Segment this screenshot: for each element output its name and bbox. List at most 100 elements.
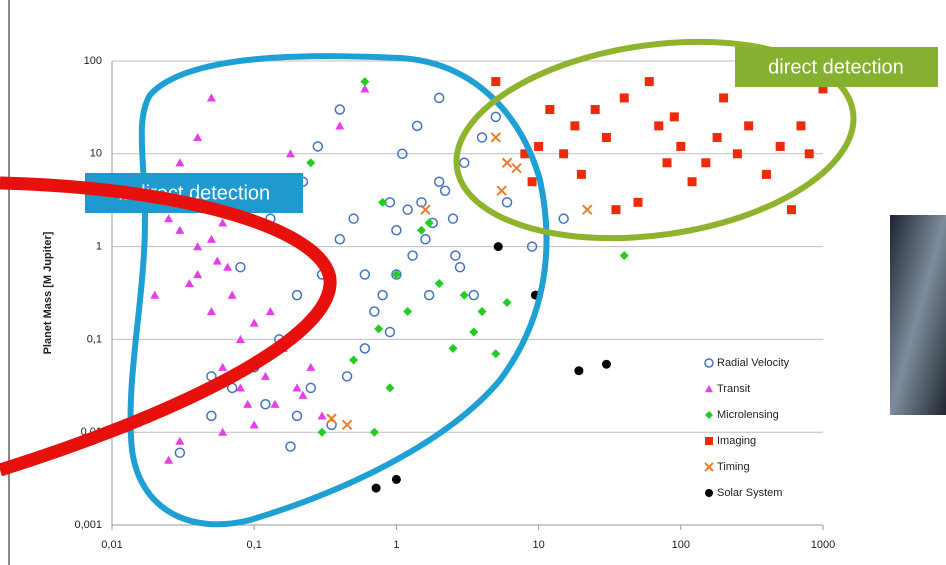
y-tick-label: 10 bbox=[90, 148, 102, 160]
point bbox=[469, 291, 478, 300]
point bbox=[491, 349, 500, 358]
point bbox=[392, 475, 401, 484]
point bbox=[228, 291, 237, 299]
point bbox=[306, 383, 315, 392]
y-axis-title: Planet Mass [M Jupiter] bbox=[42, 231, 54, 354]
y-tick-label: 0,001 bbox=[74, 519, 102, 531]
point bbox=[223, 263, 232, 271]
point bbox=[528, 177, 537, 186]
point bbox=[164, 214, 173, 222]
y-tick-label: 0,1 bbox=[87, 333, 102, 345]
point bbox=[298, 391, 307, 399]
point bbox=[392, 226, 401, 235]
point bbox=[421, 205, 430, 214]
point bbox=[343, 420, 352, 429]
point bbox=[207, 235, 216, 243]
x-tick-label: 1 bbox=[393, 539, 399, 551]
point bbox=[207, 93, 216, 101]
point bbox=[503, 298, 512, 307]
point bbox=[349, 355, 358, 364]
point bbox=[762, 170, 771, 179]
point bbox=[413, 121, 422, 130]
point bbox=[460, 291, 469, 300]
y-tick-label: 100 bbox=[84, 55, 102, 67]
point bbox=[385, 328, 394, 337]
point bbox=[250, 319, 259, 327]
point bbox=[335, 121, 344, 129]
point bbox=[243, 400, 252, 408]
point bbox=[448, 214, 457, 223]
point bbox=[417, 226, 426, 235]
point bbox=[776, 142, 785, 151]
legend-label: Timing bbox=[717, 461, 750, 473]
point bbox=[611, 205, 620, 214]
point bbox=[491, 133, 500, 142]
point bbox=[441, 186, 450, 195]
point bbox=[306, 363, 315, 371]
legend-label: Transit bbox=[717, 383, 750, 395]
point bbox=[403, 307, 412, 316]
point bbox=[306, 158, 315, 167]
point bbox=[733, 149, 742, 158]
point bbox=[236, 263, 245, 272]
point bbox=[796, 121, 805, 130]
point bbox=[218, 218, 227, 226]
point bbox=[460, 158, 469, 167]
point bbox=[286, 442, 295, 451]
point bbox=[270, 400, 279, 408]
point bbox=[602, 133, 611, 142]
point bbox=[408, 251, 417, 260]
point bbox=[744, 121, 753, 130]
point bbox=[318, 411, 327, 419]
point bbox=[372, 484, 381, 493]
point bbox=[620, 251, 629, 260]
point bbox=[688, 177, 697, 186]
point bbox=[175, 158, 184, 166]
point bbox=[545, 105, 554, 114]
x-tick-label: 10 bbox=[532, 539, 544, 551]
point bbox=[451, 251, 460, 260]
point bbox=[503, 158, 512, 167]
point bbox=[261, 372, 270, 380]
point bbox=[318, 428, 327, 437]
x-tick-label: 0,01 bbox=[101, 539, 122, 551]
point bbox=[185, 279, 194, 287]
point bbox=[164, 456, 173, 464]
point bbox=[343, 372, 352, 381]
point bbox=[403, 205, 412, 214]
x-tick-label: 1000 bbox=[811, 539, 835, 551]
point bbox=[663, 158, 672, 167]
point bbox=[455, 263, 464, 272]
point bbox=[360, 344, 369, 353]
point bbox=[213, 256, 222, 264]
point bbox=[421, 235, 430, 244]
point bbox=[583, 205, 592, 214]
point bbox=[591, 105, 600, 114]
point bbox=[620, 93, 629, 102]
point bbox=[574, 366, 583, 375]
point bbox=[435, 93, 444, 102]
point bbox=[478, 133, 487, 142]
point bbox=[261, 400, 270, 409]
point bbox=[534, 142, 543, 151]
point bbox=[360, 77, 369, 86]
point bbox=[293, 411, 302, 420]
point bbox=[570, 121, 579, 130]
legend-label: Solar System bbox=[717, 487, 782, 499]
point bbox=[193, 133, 202, 141]
point bbox=[645, 77, 654, 86]
point bbox=[633, 198, 642, 207]
point bbox=[491, 77, 500, 86]
point bbox=[175, 448, 184, 457]
point bbox=[193, 270, 202, 278]
point bbox=[676, 142, 685, 151]
point bbox=[602, 360, 611, 369]
legend-marker bbox=[705, 359, 713, 367]
point bbox=[385, 383, 394, 392]
point bbox=[266, 307, 275, 315]
legend-marker bbox=[705, 411, 713, 419]
point bbox=[218, 363, 227, 371]
x-tick-label: 100 bbox=[672, 539, 690, 551]
point bbox=[293, 291, 302, 300]
point bbox=[335, 105, 344, 114]
